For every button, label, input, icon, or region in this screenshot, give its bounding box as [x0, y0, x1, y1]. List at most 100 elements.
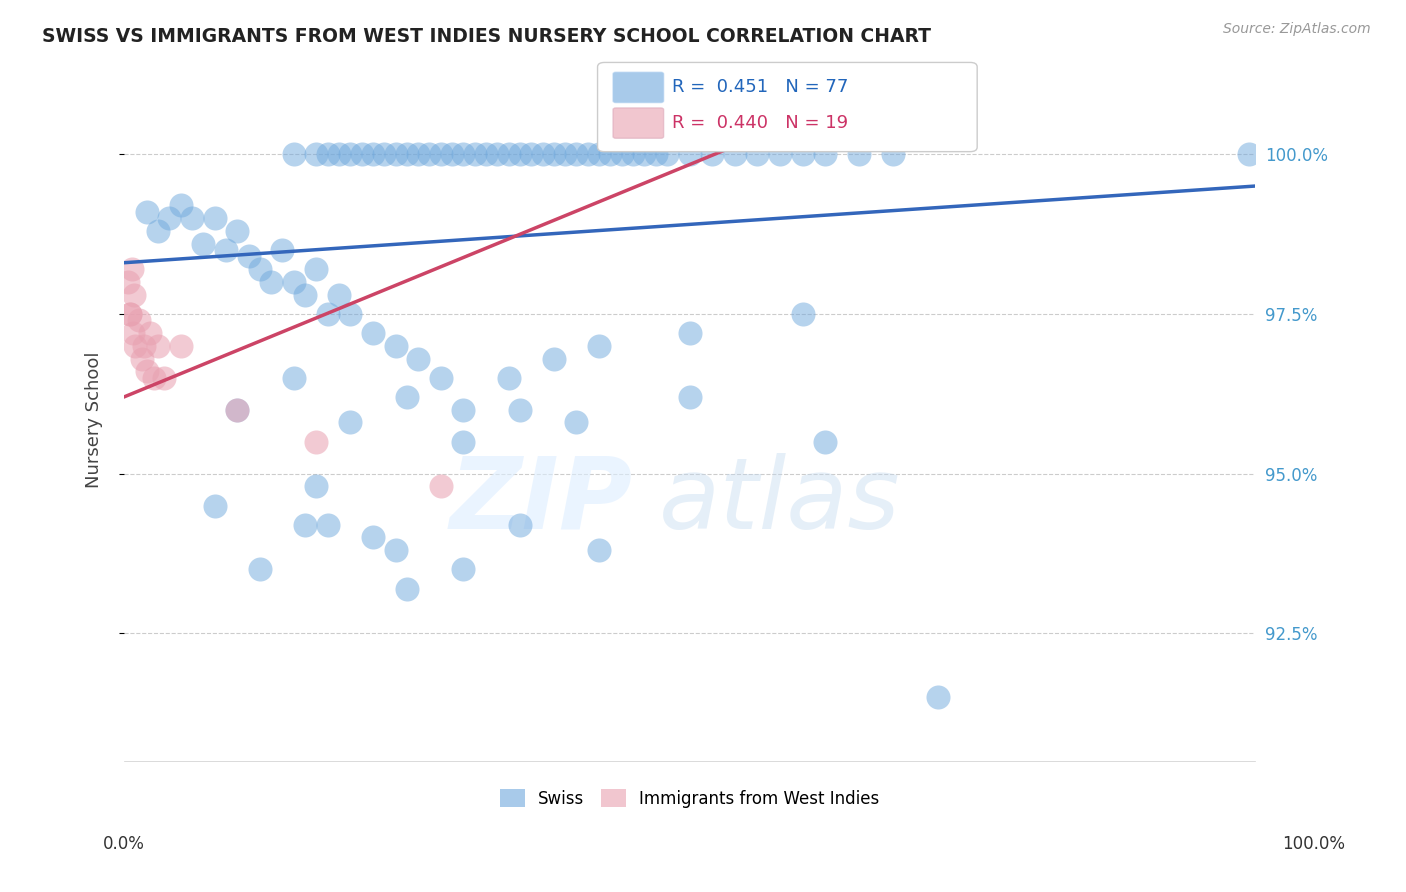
Point — [576, 147, 599, 161]
Point — [124, 339, 146, 353]
Text: ZIP: ZIP — [450, 453, 633, 549]
Point — [588, 543, 610, 558]
Point — [339, 307, 361, 321]
Point — [152, 370, 174, 384]
Point — [328, 147, 350, 161]
Point — [406, 147, 429, 161]
Point — [543, 351, 565, 366]
Point — [531, 147, 554, 161]
Point — [429, 147, 451, 161]
Point — [453, 147, 475, 161]
Point — [118, 307, 141, 321]
Point — [361, 531, 384, 545]
Point — [792, 307, 814, 321]
Point — [283, 275, 305, 289]
Point — [373, 147, 395, 161]
Point — [498, 370, 520, 384]
Point — [384, 147, 406, 161]
Point — [882, 147, 904, 161]
Point — [633, 147, 655, 161]
Text: atlas: atlas — [659, 453, 901, 549]
Point — [769, 147, 792, 161]
Point — [927, 690, 949, 705]
Point — [193, 236, 215, 251]
Point — [509, 402, 531, 417]
Point — [139, 326, 162, 340]
Point — [157, 211, 180, 225]
Point — [453, 562, 475, 576]
Point — [283, 147, 305, 161]
Point — [204, 211, 226, 225]
Point — [328, 287, 350, 301]
Point — [543, 147, 565, 161]
Point — [429, 370, 451, 384]
Point — [128, 313, 150, 327]
Point — [305, 434, 328, 449]
Point — [588, 339, 610, 353]
Point — [848, 147, 870, 161]
Point — [678, 147, 700, 161]
Point — [814, 147, 837, 161]
Point — [429, 479, 451, 493]
Point — [441, 147, 464, 161]
Point — [678, 326, 700, 340]
Text: R =  0.440   N = 19: R = 0.440 N = 19 — [672, 114, 848, 132]
Point — [249, 262, 271, 277]
Point — [509, 147, 531, 161]
Point — [350, 147, 373, 161]
Point — [1239, 147, 1261, 161]
Point — [117, 275, 139, 289]
Point — [260, 275, 283, 289]
Point — [146, 224, 169, 238]
Point — [135, 204, 157, 219]
Point — [316, 147, 339, 161]
Point — [146, 339, 169, 353]
Point — [520, 147, 543, 161]
Point — [316, 517, 339, 532]
Point — [418, 147, 440, 161]
Point — [170, 339, 193, 353]
Point — [170, 198, 193, 212]
Point — [588, 147, 610, 161]
Point — [249, 562, 271, 576]
Point — [226, 402, 249, 417]
Point — [509, 517, 531, 532]
Point — [204, 499, 226, 513]
Point — [134, 339, 156, 353]
Point — [814, 434, 837, 449]
Point — [226, 224, 249, 238]
Point — [339, 416, 361, 430]
Point — [565, 147, 588, 161]
Point — [453, 434, 475, 449]
Text: SWISS VS IMMIGRANTS FROM WEST INDIES NURSERY SCHOOL CORRELATION CHART: SWISS VS IMMIGRANTS FROM WEST INDIES NUR… — [42, 27, 931, 45]
Point — [122, 326, 145, 340]
Point — [453, 402, 475, 417]
Point — [610, 147, 633, 161]
Point — [486, 147, 509, 161]
Point — [305, 262, 328, 277]
Point — [792, 147, 814, 161]
Point — [121, 262, 143, 277]
Point — [724, 147, 747, 161]
Point — [395, 390, 418, 404]
Point — [181, 211, 204, 225]
Point — [361, 326, 384, 340]
Point — [395, 582, 418, 596]
Y-axis label: Nursery School: Nursery School — [86, 351, 103, 488]
Point — [131, 351, 153, 366]
Point — [215, 243, 238, 257]
Point — [271, 243, 294, 257]
Text: Source: ZipAtlas.com: Source: ZipAtlas.com — [1223, 22, 1371, 37]
Point — [316, 307, 339, 321]
Point — [644, 147, 666, 161]
Point — [118, 307, 141, 321]
Point — [678, 390, 700, 404]
Point — [283, 370, 305, 384]
Point — [554, 147, 576, 161]
Point — [475, 147, 498, 161]
Point — [464, 147, 486, 161]
Point — [142, 370, 165, 384]
Point — [395, 147, 418, 161]
Text: 0.0%: 0.0% — [103, 835, 145, 853]
Point — [294, 287, 316, 301]
